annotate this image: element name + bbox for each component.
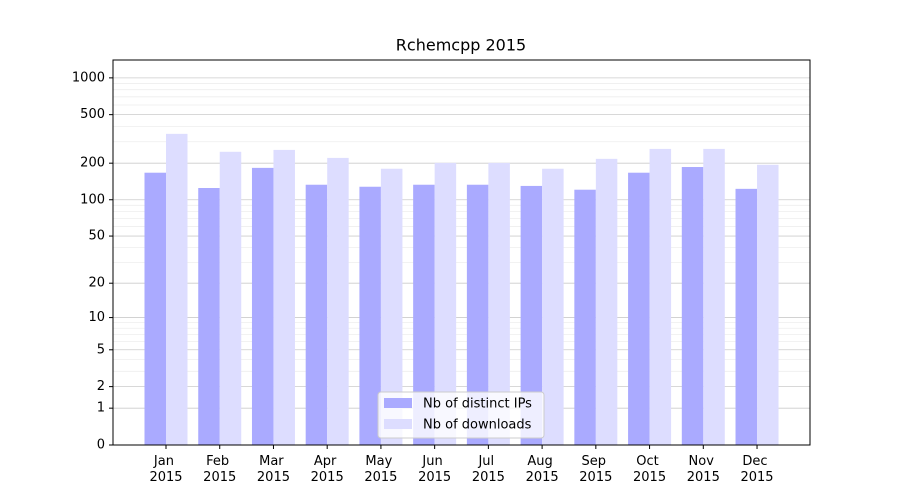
y-tick-label: 1 <box>97 401 105 416</box>
y-tick-label: 50 <box>88 229 105 244</box>
bar <box>628 172 650 445</box>
y-tick-label: 0 <box>97 438 105 453</box>
x-tick-label: Feb 2015 <box>203 454 236 485</box>
y-tick-label: 20 <box>88 276 105 291</box>
bar <box>649 148 672 445</box>
bar <box>219 151 242 445</box>
bar <box>413 184 435 445</box>
x-tick-label: Aug 2015 <box>526 454 559 485</box>
chart-title: Rchemcpp 2015 <box>396 36 526 55</box>
x-tick-label: Jun 2015 <box>418 454 451 485</box>
x-tick-label: Jan 2015 <box>149 454 182 485</box>
bar <box>305 184 328 445</box>
y-tick-label: 2 <box>97 379 105 394</box>
x-tick-label: May 2015 <box>364 454 397 485</box>
y-tick-label: 200 <box>80 156 105 171</box>
bar <box>542 168 564 445</box>
y-tick-label: 100 <box>80 192 105 207</box>
y-tick-label: 1000 <box>72 70 105 85</box>
legend-label: Nb of distinct IPs <box>423 397 532 412</box>
bar <box>273 149 295 445</box>
x-tick-label: Sep 2015 <box>579 454 612 485</box>
bar <box>166 133 188 445</box>
y-tick-label: 5 <box>97 342 105 357</box>
bar <box>574 189 596 445</box>
x-tick-label: Jul 2015 <box>472 454 505 485</box>
bar <box>251 167 274 445</box>
x-tick-label: Apr 2015 <box>311 454 344 485</box>
x-tick-label: Dec 2015 <box>740 454 773 485</box>
bar <box>520 185 543 446</box>
legend-box <box>377 391 545 439</box>
legend-swatch <box>384 398 412 408</box>
bar <box>681 167 704 445</box>
bar <box>359 186 381 445</box>
bar <box>434 162 457 445</box>
y-tick-label: 10 <box>88 310 105 325</box>
bar <box>595 158 618 445</box>
legend-swatch <box>384 419 412 429</box>
plot-frame <box>112 59 811 446</box>
bar <box>198 187 220 445</box>
bar <box>144 172 166 445</box>
bar <box>488 162 510 445</box>
bar <box>380 168 403 445</box>
bar <box>757 164 779 445</box>
y-tick-label: 500 <box>80 107 105 122</box>
bar <box>703 148 725 445</box>
x-tick-label: Nov 2015 <box>687 454 720 485</box>
bar <box>735 188 758 445</box>
bar <box>327 157 349 446</box>
x-tick-label: Mar 2015 <box>257 454 290 485</box>
legend-label: Nb of downloads <box>423 418 532 433</box>
x-tick-label: Oct 2015 <box>633 454 666 485</box>
bar <box>466 184 489 445</box>
